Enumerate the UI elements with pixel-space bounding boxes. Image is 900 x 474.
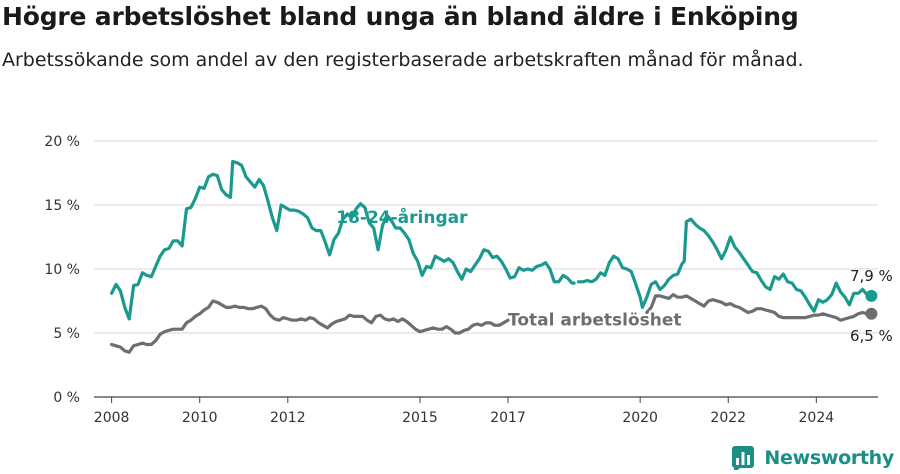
y-tick-label: 20 %	[44, 134, 80, 150]
x-tick-label: 2020	[622, 410, 658, 426]
y-tick-label: 0 %	[53, 390, 80, 406]
series-line	[645, 293, 873, 322]
x-tick-label: 2015	[402, 410, 438, 426]
grid-lines	[94, 140, 878, 398]
series-lines	[110, 159, 878, 354]
series-end-point	[865, 307, 878, 320]
y-tick-label: 15 %	[44, 198, 80, 214]
brand-name: Newsworthy	[764, 447, 894, 469]
y-tick-label: 5 %	[53, 326, 80, 342]
series-end-point	[865, 289, 878, 302]
x-tick-label: 2022	[710, 410, 746, 426]
chart-title: Högre arbetslöshet bland unga än bland ä…	[2, 2, 799, 31]
brand: Newsworthy	[732, 446, 894, 470]
y-tick-label: 10 %	[44, 262, 80, 278]
series-name-label: Total arbetslöshet	[508, 310, 682, 330]
series-labels: 7,9 % 6,5 % 18-24-åringar Total arbetslöshe…	[336, 206, 893, 345]
x-tick-label: 2010	[182, 410, 218, 426]
series-line	[110, 159, 576, 321]
x-tick-label: 2017	[490, 410, 526, 426]
newsworthy-logo-icon	[732, 446, 755, 470]
x-tick-label: 2008	[94, 410, 130, 426]
series-name-label: 18-24-åringar	[336, 206, 468, 228]
series-line	[110, 299, 510, 354]
x-axis: 2008 2010 2012 2015 2017 2020 2022 2024	[94, 397, 834, 426]
series-end-label: 7,9 %	[850, 267, 893, 285]
x-tick-label: 2012	[270, 410, 306, 426]
y-axis: 0 % 5 % 10 % 15 % 20 %	[44, 134, 80, 406]
series-line	[576, 217, 873, 313]
x-tick-label: 2024	[799, 410, 835, 426]
series-end-label: 6,5 %	[850, 327, 893, 345]
chart-subtitle: Arbetssökande som andel av den registerb…	[2, 49, 804, 71]
